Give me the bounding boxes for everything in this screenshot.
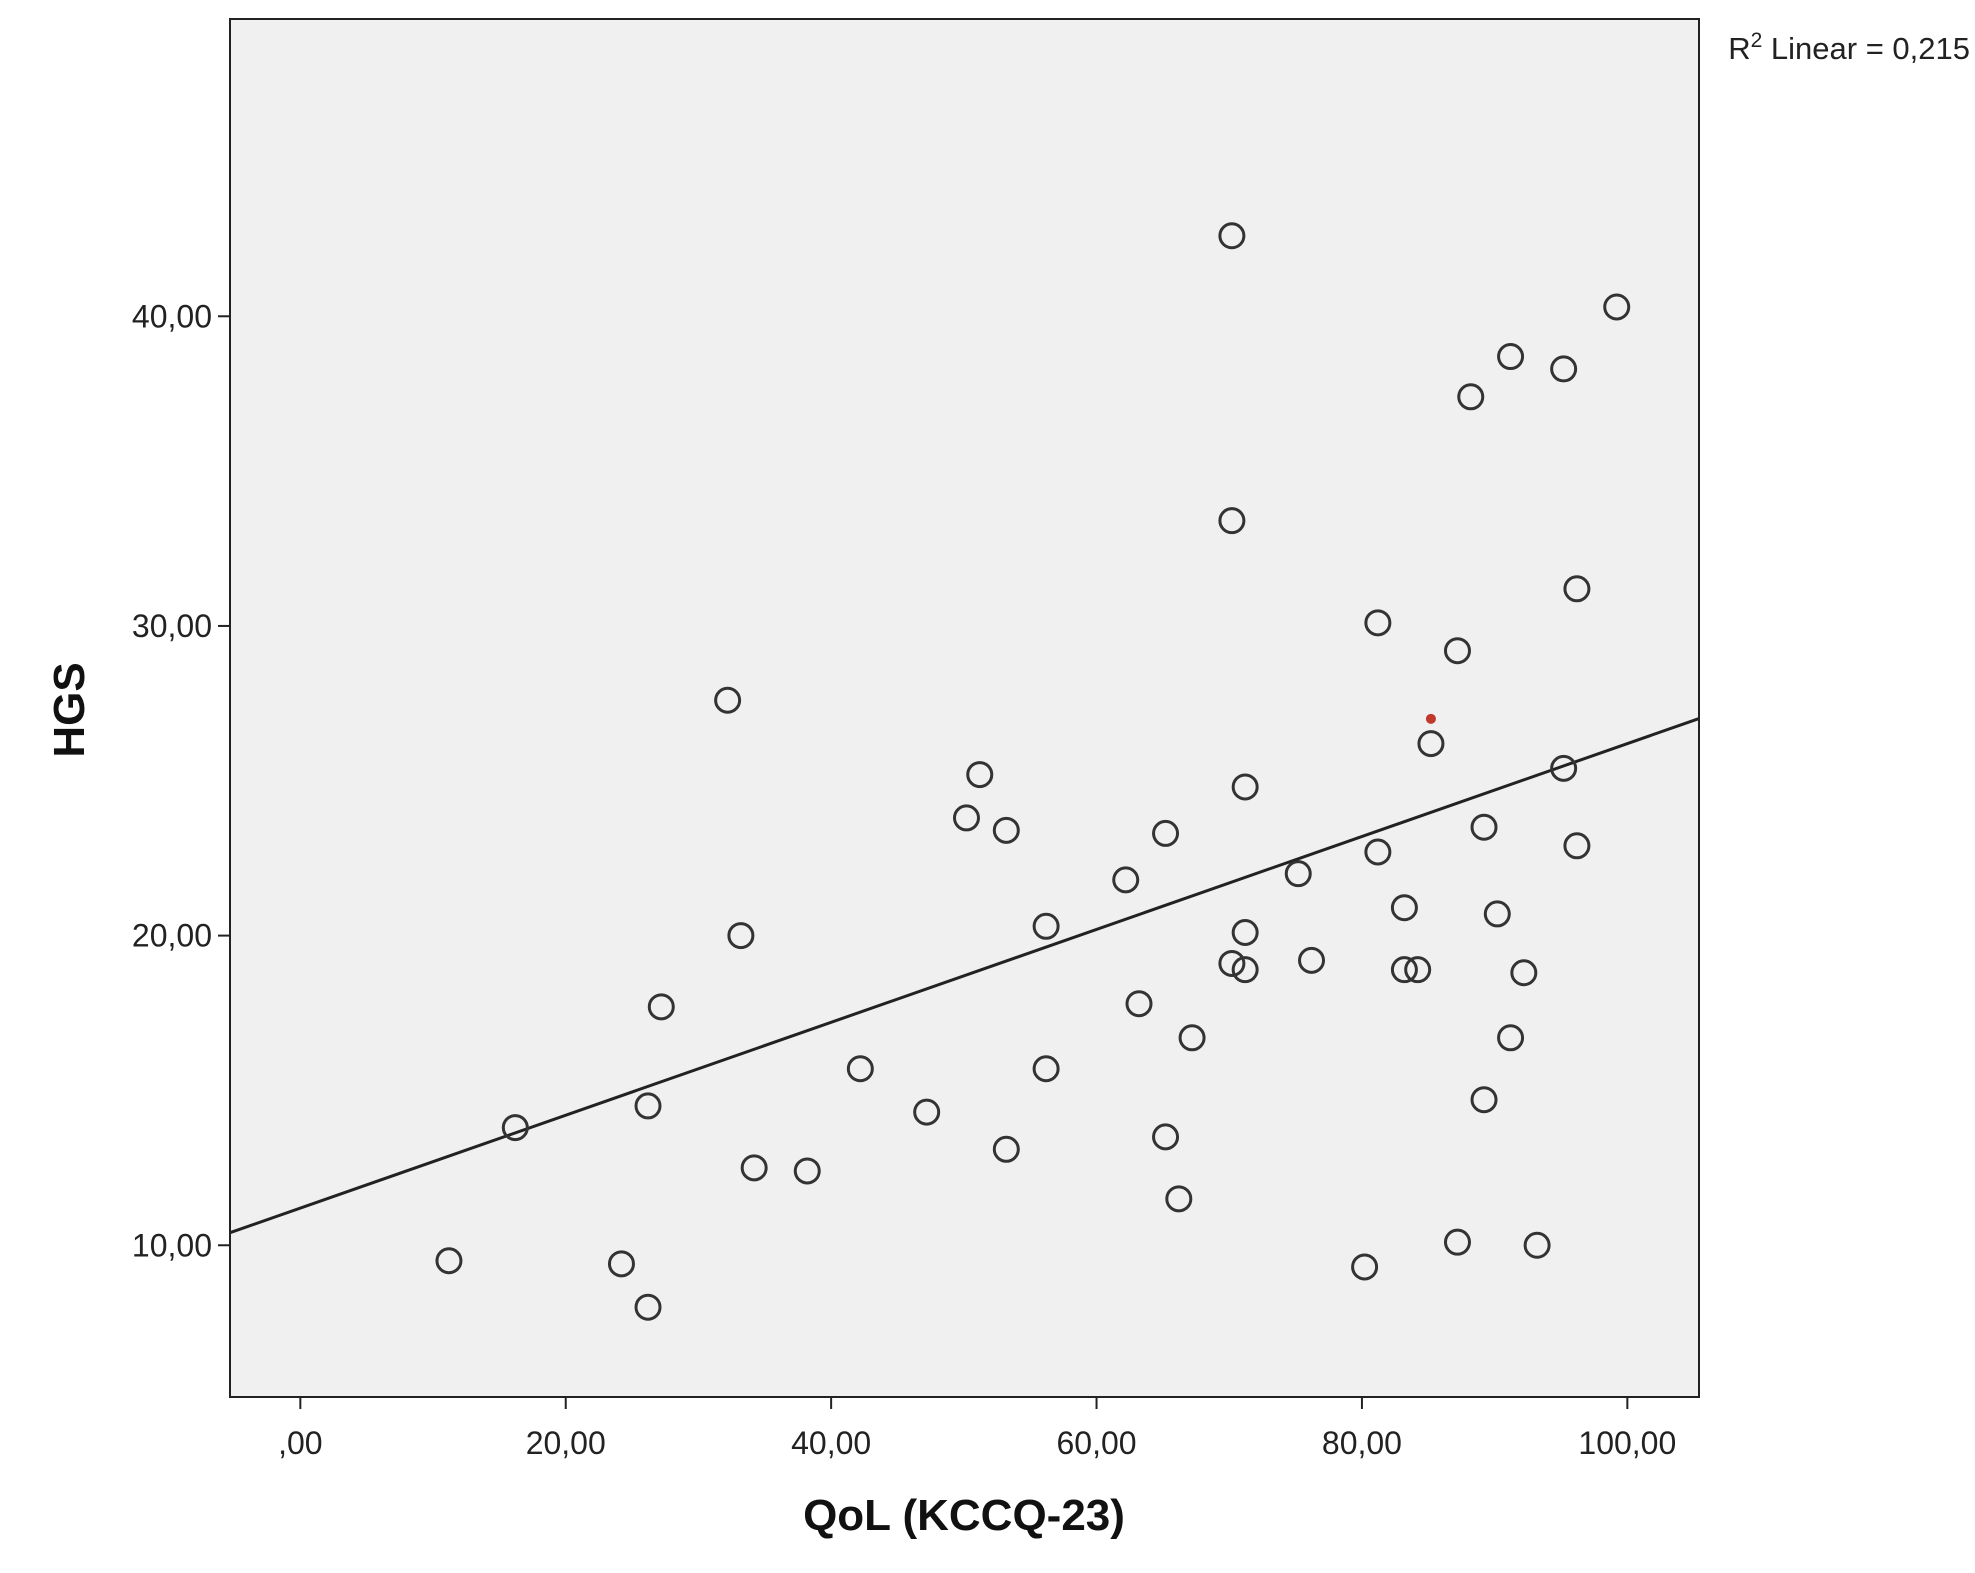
data-point	[1563, 575, 1591, 603]
data-point	[1510, 959, 1538, 987]
data-point	[1443, 1228, 1471, 1256]
data-point	[435, 1247, 463, 1275]
x-tick-label: 20,00	[526, 1425, 606, 1461]
data-point	[992, 816, 1020, 844]
x-tick-label: 60,00	[1056, 1425, 1136, 1461]
data-point	[740, 1154, 768, 1182]
y-tick-label: 20,00	[132, 918, 212, 954]
data-point	[1497, 1024, 1525, 1052]
data-point	[1152, 819, 1180, 847]
data-point	[647, 993, 675, 1021]
data-point	[1032, 912, 1060, 940]
data-point	[634, 1293, 662, 1321]
data-point	[992, 1135, 1020, 1163]
data-point	[1550, 754, 1578, 782]
x-tick-label: ,00	[278, 1425, 322, 1461]
data-point	[1178, 1024, 1206, 1052]
y-axis-title: HGS	[45, 662, 94, 757]
data-point	[1364, 838, 1392, 866]
fit-line	[229, 717, 1700, 1235]
data-point	[1032, 1055, 1060, 1083]
r2-base: R	[1728, 31, 1750, 66]
x-tick-label: 100,00	[1578, 1425, 1676, 1461]
x-tick-label: 40,00	[791, 1425, 871, 1461]
data-point	[1298, 946, 1326, 974]
data-point	[913, 1098, 941, 1126]
data-point	[501, 1114, 529, 1142]
data-point	[1457, 383, 1485, 411]
r2-superscript: 2	[1751, 29, 1763, 52]
data-point	[1218, 222, 1246, 250]
x-tick-label: 80,00	[1322, 1425, 1402, 1461]
data-point	[634, 1092, 662, 1120]
data-point	[1351, 1253, 1379, 1281]
data-point	[1603, 293, 1631, 321]
data-point	[607, 1250, 635, 1278]
data-point	[727, 922, 755, 950]
r2-annotation: R2 Linear = 0,215	[1728, 29, 1970, 66]
data-point	[1112, 866, 1140, 894]
data-point	[1390, 956, 1418, 984]
y-tick-label: 40,00	[132, 298, 212, 334]
highlight-point	[1425, 713, 1436, 724]
data-point	[1165, 1185, 1193, 1213]
data-point	[1443, 637, 1471, 665]
data-point	[1470, 1086, 1498, 1114]
data-point	[1231, 919, 1259, 947]
data-point	[1125, 990, 1153, 1018]
data-point	[846, 1055, 874, 1083]
data-point	[952, 804, 980, 832]
data-point	[1523, 1231, 1551, 1259]
y-tick-label: 10,00	[132, 1227, 212, 1263]
data-point	[1417, 730, 1445, 758]
data-point	[1563, 832, 1591, 860]
y-tick-label: 30,00	[132, 608, 212, 644]
data-point	[966, 761, 994, 789]
r2-rest: Linear = 0,215	[1762, 31, 1970, 66]
plot-area	[229, 18, 1700, 1398]
data-point	[1483, 900, 1511, 928]
x-axis: ,00 20,00 40,00 60,00 80,00 100,00	[278, 1397, 1676, 1461]
data-point	[793, 1157, 821, 1185]
data-point	[1404, 956, 1432, 984]
x-axis-title: QoL (KCCQ-23)	[803, 1491, 1125, 1540]
data-point	[1497, 343, 1525, 371]
data-points	[435, 222, 1631, 1321]
data-point	[1550, 355, 1578, 383]
data-point	[1152, 1123, 1180, 1151]
y-axis: 10,00 20,00 30,00 40,00	[132, 298, 230, 1263]
data-point	[1218, 507, 1246, 535]
data-point	[1218, 949, 1246, 977]
data-point	[1470, 813, 1498, 841]
data-point	[714, 686, 742, 714]
data-point	[1390, 894, 1418, 922]
data-point	[1231, 773, 1259, 801]
data-point	[1231, 956, 1259, 984]
data-point	[1364, 609, 1392, 637]
data-point	[1284, 860, 1312, 888]
